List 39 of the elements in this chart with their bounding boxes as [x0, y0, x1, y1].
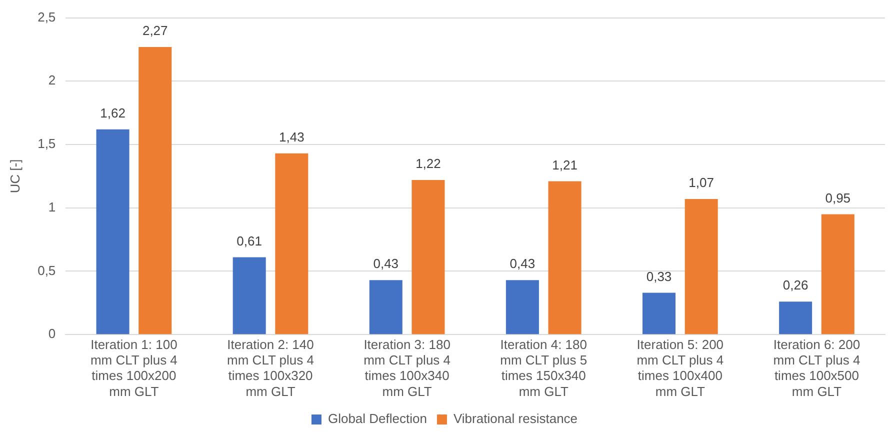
data-label: 1,43	[279, 129, 304, 144]
bar	[412, 180, 445, 334]
y-tick-label: 2,5	[38, 9, 56, 24]
data-label: 2,27	[142, 23, 168, 38]
bar	[821, 214, 854, 334]
data-label: 1,62	[100, 105, 126, 120]
data-label: 0,95	[825, 190, 851, 206]
data-label: 0,61	[236, 233, 262, 248]
x-tick-label: Iteration 5: 200 mm CLT plus 4 times 100x400 mm GLT	[636, 336, 724, 399]
y-axis-title: UC [-]	[7, 159, 22, 194]
bar	[548, 181, 582, 334]
y-tick-label: 1	[48, 199, 56, 214]
x-tick-label: Iteration 1: 100 mm CLT plus 4 times 100x200 mm GLT	[90, 336, 178, 399]
y-tick-label: 1,5	[38, 136, 56, 152]
y-tick-label: 0	[48, 326, 56, 342]
x-tick-label: Iteration 6: 200 mm CLT plus 4 times 100x500 mm GLT	[773, 336, 860, 399]
data-label: 0,26	[782, 278, 808, 293]
data-label: 0,33	[646, 268, 672, 284]
legend-label: Vibrational resistance	[453, 411, 578, 426]
y-tick-label: 2	[48, 72, 56, 88]
x-tick-label: Iteration 4: 180 mm CLT plus 5 times 150x340 mm GLT	[500, 336, 588, 399]
bar	[779, 302, 812, 334]
x-tick-label: Iteration 2: 140 mm CLT plus 4 times 100x320 mm GLT	[227, 336, 314, 399]
x-tick-label: Iteration 3: 180 mm CLT plus 4 times 100x340 mm GLT	[364, 336, 451, 399]
bar	[138, 46, 172, 334]
bar	[96, 129, 130, 334]
bar	[232, 257, 266, 334]
data-label: 0,43	[373, 256, 399, 272]
data-label: 1,21	[552, 157, 578, 172]
bar	[369, 280, 402, 334]
bar	[684, 199, 718, 334]
data-label: 0,43	[510, 256, 536, 272]
y-tick-label: 0,5	[38, 262, 56, 278]
bar	[506, 280, 539, 334]
bar	[275, 153, 308, 334]
bar	[642, 292, 676, 334]
data-label: 1,07	[688, 175, 714, 190]
legend-label: Global Deflection	[328, 411, 427, 426]
data-label: 1,22	[416, 156, 441, 172]
